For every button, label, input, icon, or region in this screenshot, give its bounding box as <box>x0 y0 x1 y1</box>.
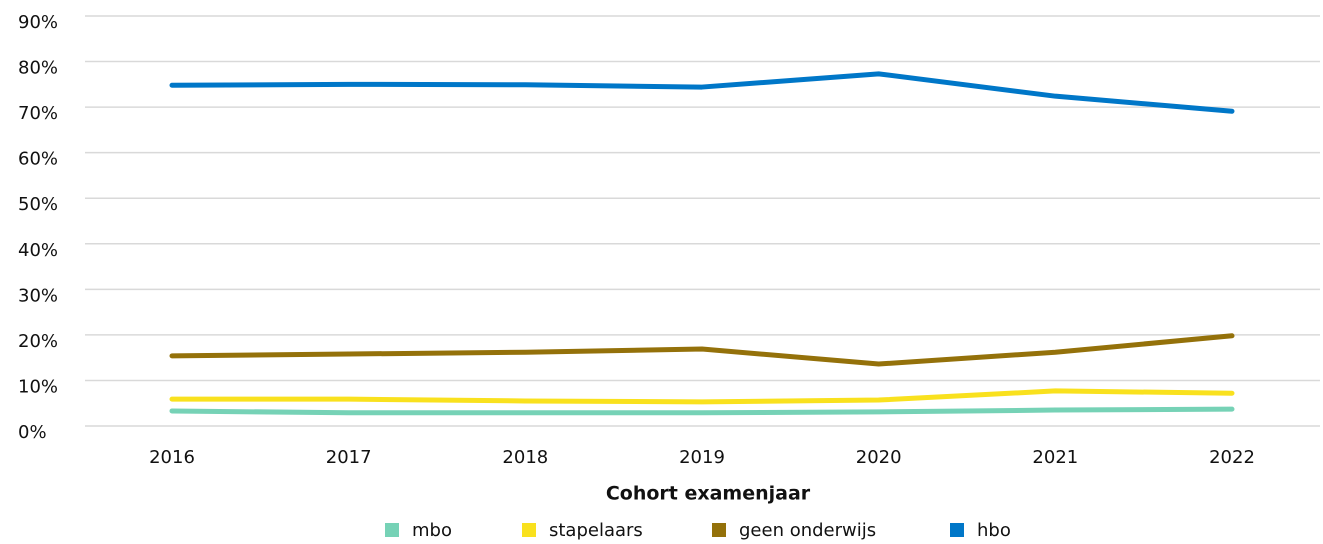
legend-swatch <box>950 523 964 537</box>
x-tick-label: 2019 <box>679 447 725 468</box>
legend-swatch <box>712 523 726 537</box>
x-axis-title: Cohort examenjaar <box>606 483 811 505</box>
x-tick-label: 2020 <box>856 447 902 468</box>
x-tick-label: 2022 <box>1209 447 1255 468</box>
legend-label: mbo <box>412 520 452 541</box>
y-tick-label: 0% <box>18 422 47 443</box>
legend-swatch <box>522 523 536 537</box>
y-tick-label: 60% <box>18 149 58 170</box>
y-tick-label: 50% <box>18 194 58 215</box>
y-tick-label: 30% <box>18 285 58 306</box>
y-tick-label: 20% <box>18 331 58 352</box>
series-line <box>169 406 1235 416</box>
y-tick-label: 40% <box>18 240 58 261</box>
x-tick-label: 2018 <box>502 447 548 468</box>
y-tick-label: 90% <box>18 12 58 33</box>
x-tick-label: 2021 <box>1032 447 1078 468</box>
series-line <box>169 388 1235 405</box>
legend-swatch <box>385 523 399 537</box>
y-tick-label: 80% <box>18 58 58 79</box>
x-tick-label: 2017 <box>326 447 372 468</box>
x-tick-label: 2016 <box>149 447 195 468</box>
y-tick-label: 70% <box>18 103 58 124</box>
series-line <box>169 71 1235 114</box>
legend-label: geen onderwijs <box>739 520 876 541</box>
y-tick-label: 10% <box>18 376 58 397</box>
legend-label: hbo <box>977 520 1011 541</box>
series-line <box>169 333 1235 367</box>
legend-label: stapelaars <box>549 520 643 541</box>
